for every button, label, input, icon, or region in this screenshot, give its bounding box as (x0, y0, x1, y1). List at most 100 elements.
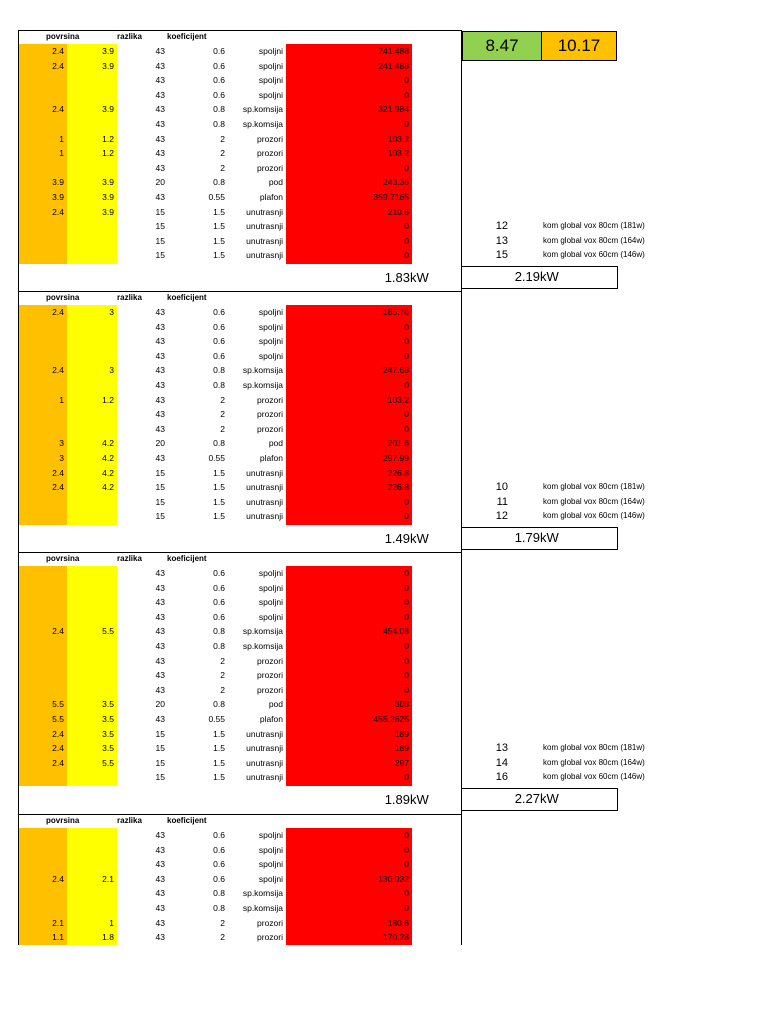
temp-diff-cell[interactable]: 43 (155, 423, 165, 434)
wall-type-cell[interactable]: spoljni (258, 336, 283, 347)
povrsina-cell[interactable] (18, 422, 64, 436)
koeficijent-cell[interactable]: 0.6 (213, 859, 225, 870)
wall-type-cell[interactable]: prozori (257, 409, 283, 420)
heat-loss-cell[interactable]: 297 (394, 757, 409, 768)
koeficijent-cell[interactable]: 0.6 (213, 611, 225, 622)
povrsina-cell[interactable]: 2.4 (52, 365, 64, 376)
heat-loss-cell[interactable]: 0 (404, 611, 409, 622)
razlika-cell[interactable]: 1 (109, 917, 114, 928)
razlika-cell[interactable] (67, 654, 114, 668)
heat-loss-cell[interactable]: 0 (404, 350, 409, 361)
kpi-green-cell[interactable]: 8.47 (462, 31, 542, 61)
koeficijent-cell[interactable]: 0.8 (213, 177, 225, 188)
povrsina-cell[interactable]: 2.4 (52, 743, 64, 754)
temp-diff-cell[interactable]: 43 (155, 350, 165, 361)
temp-diff-cell[interactable]: 43 (155, 89, 165, 100)
heat-loss-cell[interactable]: 455.2625 (373, 714, 409, 724)
razlika-cell[interactable]: 4.2 (102, 482, 114, 493)
koeficijent-cell[interactable]: 0.6 (213, 582, 225, 593)
povrsina-cell[interactable]: 2.4 (52, 46, 64, 56)
temp-diff-cell[interactable]: 43 (155, 568, 165, 578)
koeficijent-cell[interactable]: 0.6 (213, 60, 225, 71)
temp-diff-cell[interactable]: 43 (155, 641, 165, 651)
razlika-cell[interactable] (67, 407, 114, 421)
wall-type-cell[interactable]: sp.komsija (242, 104, 283, 115)
heat-loss-cell[interactable]: 297.99 (383, 453, 409, 463)
povrsina-cell[interactable] (18, 857, 64, 871)
razlika-cell[interactable] (67, 610, 114, 624)
heat-loss-cell[interactable]: 0 (404, 409, 409, 420)
heat-loss-cell[interactable]: 0 (404, 321, 409, 332)
wall-type-cell[interactable]: spoljni (258, 89, 283, 100)
temp-diff-cell[interactable]: 43 (155, 582, 165, 593)
povrsina-cell[interactable]: 1.1 (52, 932, 64, 943)
temp-diff-cell[interactable]: 43 (155, 380, 165, 390)
wall-type-cell[interactable]: prozori (257, 670, 283, 681)
povrsina-cell[interactable]: 2.1 (52, 917, 64, 928)
total-value[interactable]: 1.89 (384, 792, 410, 807)
heat-loss-cell[interactable]: 0 (404, 684, 409, 695)
heat-loss-cell[interactable]: 103.2 (387, 394, 409, 405)
temp-diff-cell[interactable]: 43 (155, 119, 165, 129)
total-value[interactable]: 1.83 (384, 270, 410, 285)
temp-diff-cell[interactable]: 43 (155, 597, 165, 608)
radiator-count[interactable]: 12 (495, 220, 508, 233)
wall-type-cell[interactable]: spoljni (258, 844, 283, 855)
temp-diff-cell[interactable]: 43 (155, 336, 165, 347)
heat-loss-cell[interactable]: 0 (404, 235, 409, 246)
heat-loss-cell[interactable]: 0 (404, 597, 409, 608)
wall-type-cell[interactable]: sp.komsija (242, 380, 283, 390)
wall-type-cell[interactable]: unutrasnji (246, 221, 283, 232)
temp-diff-cell[interactable]: 43 (155, 162, 165, 173)
koeficijent-cell[interactable]: 0.8 (213, 119, 225, 129)
temp-diff-cell[interactable]: 43 (155, 714, 165, 724)
koeficijent-cell[interactable]: 2 (220, 409, 225, 420)
wall-type-cell[interactable]: pod (268, 438, 283, 449)
koeficijent-cell[interactable]: 0.8 (213, 903, 225, 913)
koeficijent-cell[interactable]: 0.8 (213, 626, 225, 637)
heat-loss-cell[interactable]: 0 (404, 859, 409, 870)
razlika-cell[interactable]: 3.9 (102, 104, 114, 115)
radiator-count[interactable]: 11 (496, 495, 508, 508)
koeficijent-cell[interactable]: 2 (220, 684, 225, 695)
temp-diff-cell[interactable]: 15 (155, 206, 165, 217)
koeficijent-cell[interactable]: 1.5 (213, 221, 225, 232)
wall-type-cell[interactable]: unutrasnji (246, 482, 283, 493)
koeficijent-cell[interactable]: 0.8 (213, 699, 225, 710)
wall-type-cell[interactable]: plafon (259, 714, 283, 724)
razlika-cell[interactable] (67, 566, 114, 580)
temp-diff-cell[interactable]: 43 (155, 903, 165, 913)
razlika-cell[interactable]: 3.9 (102, 206, 114, 217)
razlika-cell[interactable] (67, 509, 114, 523)
razlika-cell[interactable] (67, 422, 114, 436)
wall-type-cell[interactable]: unutrasnji (246, 728, 283, 739)
razlika-cell[interactable] (67, 901, 114, 915)
povrsina-cell[interactable] (18, 595, 64, 609)
povrsina-cell[interactable] (18, 320, 64, 334)
koeficijent-cell[interactable]: 0.8 (213, 104, 225, 115)
heat-loss-cell[interactable]: 130.032 (378, 873, 409, 884)
heat-loss-cell[interactable]: 0 (404, 568, 409, 578)
povrsina-cell[interactable] (18, 161, 64, 175)
radiator-count[interactable]: 13 (495, 234, 508, 247)
heat-loss-cell[interactable]: 0 (404, 221, 409, 232)
koeficijent-cell[interactable]: 1.5 (213, 728, 225, 739)
koeficijent-cell[interactable]: 0.6 (213, 873, 225, 884)
temp-diff-cell[interactable]: 20 (155, 699, 165, 710)
temp-diff-cell[interactable]: 43 (155, 873, 165, 884)
razlika-cell[interactable] (67, 88, 114, 102)
heat-loss-cell[interactable]: 243.36 (383, 177, 409, 188)
koeficijent-cell[interactable]: 0.8 (213, 888, 225, 899)
heat-loss-cell[interactable]: 226.8 (387, 482, 409, 493)
temp-diff-cell[interactable]: 43 (155, 844, 165, 855)
razlika-cell[interactable]: 1.2 (102, 133, 114, 144)
koeficijent-cell[interactable]: 2 (220, 133, 225, 144)
povrsina-cell[interactable]: 1 (59, 148, 64, 159)
povrsina-cell[interactable]: 2.4 (52, 206, 64, 217)
razlika-cell[interactable] (67, 334, 114, 348)
heat-loss-cell[interactable]: 0 (404, 496, 409, 507)
radiator-count[interactable]: 16 (495, 771, 508, 784)
povrsina-cell[interactable]: 5.5 (52, 699, 64, 710)
temp-diff-cell[interactable]: 43 (155, 830, 165, 840)
povrsina-cell[interactable] (18, 610, 64, 624)
